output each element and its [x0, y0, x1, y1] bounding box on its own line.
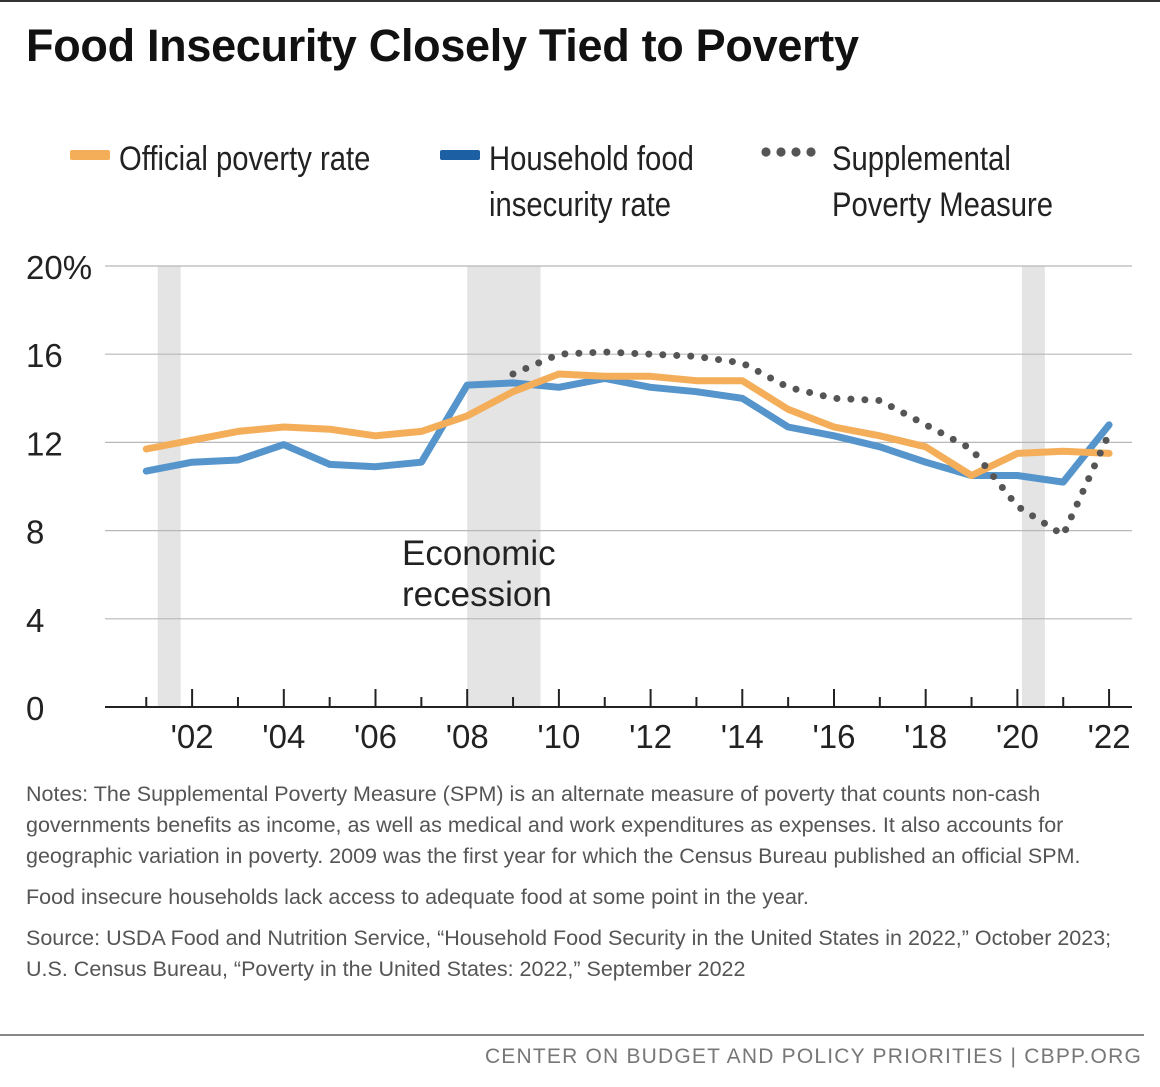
chart-notes: Notes: The Supplemental Poverty Measure … — [26, 779, 1136, 995]
point-spm — [970, 447, 974, 451]
recession-label: Economic — [402, 534, 556, 573]
footer-credit: CENTER ON BUDGET AND POLICY PRIORITIES |… — [484, 1045, 1142, 1068]
legend-official-poverty-swatch — [70, 150, 110, 160]
y-tick-label: 8 — [26, 514, 44, 551]
x-tick-label: '20 — [996, 718, 1039, 755]
top-rule — [0, 0, 1160, 2]
source-paragraph: Source: USDA Food and Nutrition Service,… — [26, 926, 1112, 981]
x-tick-label: '06 — [354, 718, 397, 755]
legend-label-line: Poverty Measure — [832, 186, 1054, 224]
legend-label-line: Supplemental — [832, 140, 1011, 178]
notes-paragraph: Notes: The Supplemental Poverty Measure … — [26, 782, 1081, 868]
legend-label-line: Household food — [489, 140, 694, 178]
line-chart: 0 4 8 12 16 20% '02 '04 '06 '08 '10 '12 '14 '16 '18 '20… — [26, 249, 1132, 755]
series-food-insecurity-line — [142, 375, 1113, 486]
point-spm — [1107, 432, 1111, 436]
notes-paragraph: Food insecure households lack access to … — [26, 885, 809, 909]
legend-label-line: Official poverty rate — [119, 140, 371, 178]
chart-title: Food Insecurity Closely Tied to Poverty — [26, 20, 859, 71]
y-tick-label: 20% — [26, 249, 92, 286]
recession-label: recession — [402, 575, 552, 614]
x-tick-label: '10 — [537, 718, 580, 755]
legend-official-poverty: Official poverty rate — [70, 136, 411, 182]
legend-food-insecurity-swatch — [440, 150, 480, 160]
x-tick-label: '22 — [1088, 718, 1131, 755]
point-spm — [694, 354, 698, 358]
bottom-rule — [0, 1034, 1144, 1036]
x-tick-label: '04 — [262, 718, 305, 755]
x-tick-label: '08 — [446, 718, 489, 755]
x-tick-label: '16 — [812, 718, 855, 755]
y-tick-label: 12 — [26, 425, 63, 462]
series-official-poverty-line — [142, 370, 1113, 479]
y-tick-label: 0 — [26, 690, 44, 727]
y-tick-label: 4 — [26, 602, 44, 639]
legend-spm-dots-icon — [761, 147, 816, 157]
legend-official-poverty-label: Official poverty rate — [119, 136, 370, 182]
x-tick-label: '14 — [721, 718, 764, 755]
x-tick-label: '02 — [171, 718, 214, 755]
point-spm — [786, 385, 790, 389]
recession-band — [467, 266, 541, 707]
x-tick-label: '12 — [629, 718, 672, 755]
series-spm-line — [509, 348, 1113, 539]
legend-spm-label: Supplemental Poverty Measure — [832, 136, 1053, 228]
point-spm — [1061, 533, 1065, 537]
recession-band — [1021, 266, 1045, 707]
y-tick-label: 16 — [26, 337, 63, 374]
recession-band — [157, 266, 181, 707]
legend-label-line: insecurity rate — [489, 186, 672, 224]
legend-food-insecurity: Household food insecurity rate — [440, 136, 727, 228]
x-tick-label: '18 — [904, 718, 947, 755]
legend-food-insecurity-label: Household food insecurity rate — [489, 136, 694, 228]
legend-spm: Supplemental Poverty Measure — [760, 136, 1089, 228]
